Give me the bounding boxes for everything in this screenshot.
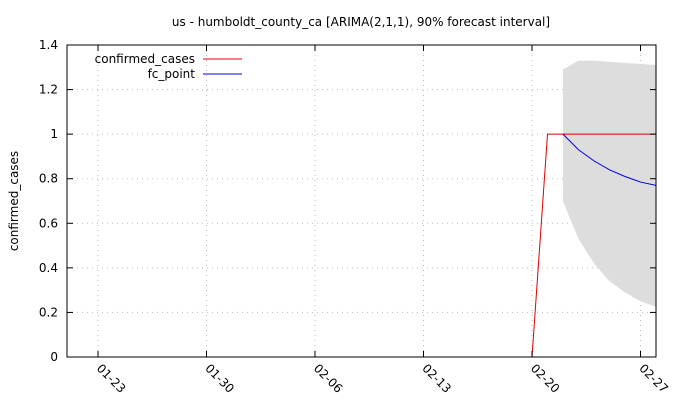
forecast-interval-band: [563, 60, 656, 307]
y-axis-label: confirmed_cases: [7, 151, 21, 251]
x-tick-label: 02-20: [528, 361, 563, 396]
series-line-fc-point: [562, 133, 657, 186]
x-tick-label: 01-23: [94, 361, 129, 396]
y-tick-label: 0.2: [39, 305, 58, 319]
y-tick-label: 1.4: [39, 38, 58, 52]
x-tick-label: 01-30: [202, 361, 237, 396]
y-tick-label: 1: [50, 127, 58, 141]
y-tick-label: 1.2: [39, 83, 58, 97]
plot-frame: [66, 44, 657, 358]
y-tick-label: 0.6: [39, 216, 58, 230]
legend: confirmed_cases fc_point: [95, 52, 242, 81]
series-lines: [531, 133, 657, 358]
x-tick-label: 02-27: [636, 361, 671, 396]
x-tick-label: 02-13: [419, 361, 454, 396]
forecast-interval-area: [563, 60, 656, 307]
chart-title: us - humboldt_county_ca [ARIMA(2,1,1), 9…: [172, 15, 550, 29]
y-axis-ticks: 0 0.2 0.4 0.6 0.8 1 1.2 1.4: [39, 38, 656, 364]
y-tick-label: 0: [50, 350, 58, 364]
y-tick-label: 0.8: [39, 172, 58, 186]
x-tick-label: 02-06: [311, 361, 346, 396]
y-tick-label: 0.4: [39, 261, 58, 275]
legend-label-confirmed-cases: confirmed_cases: [95, 52, 195, 66]
series-line-confirmed-cases: [531, 133, 656, 358]
legend-label-fc-point: fc_point: [148, 67, 196, 81]
